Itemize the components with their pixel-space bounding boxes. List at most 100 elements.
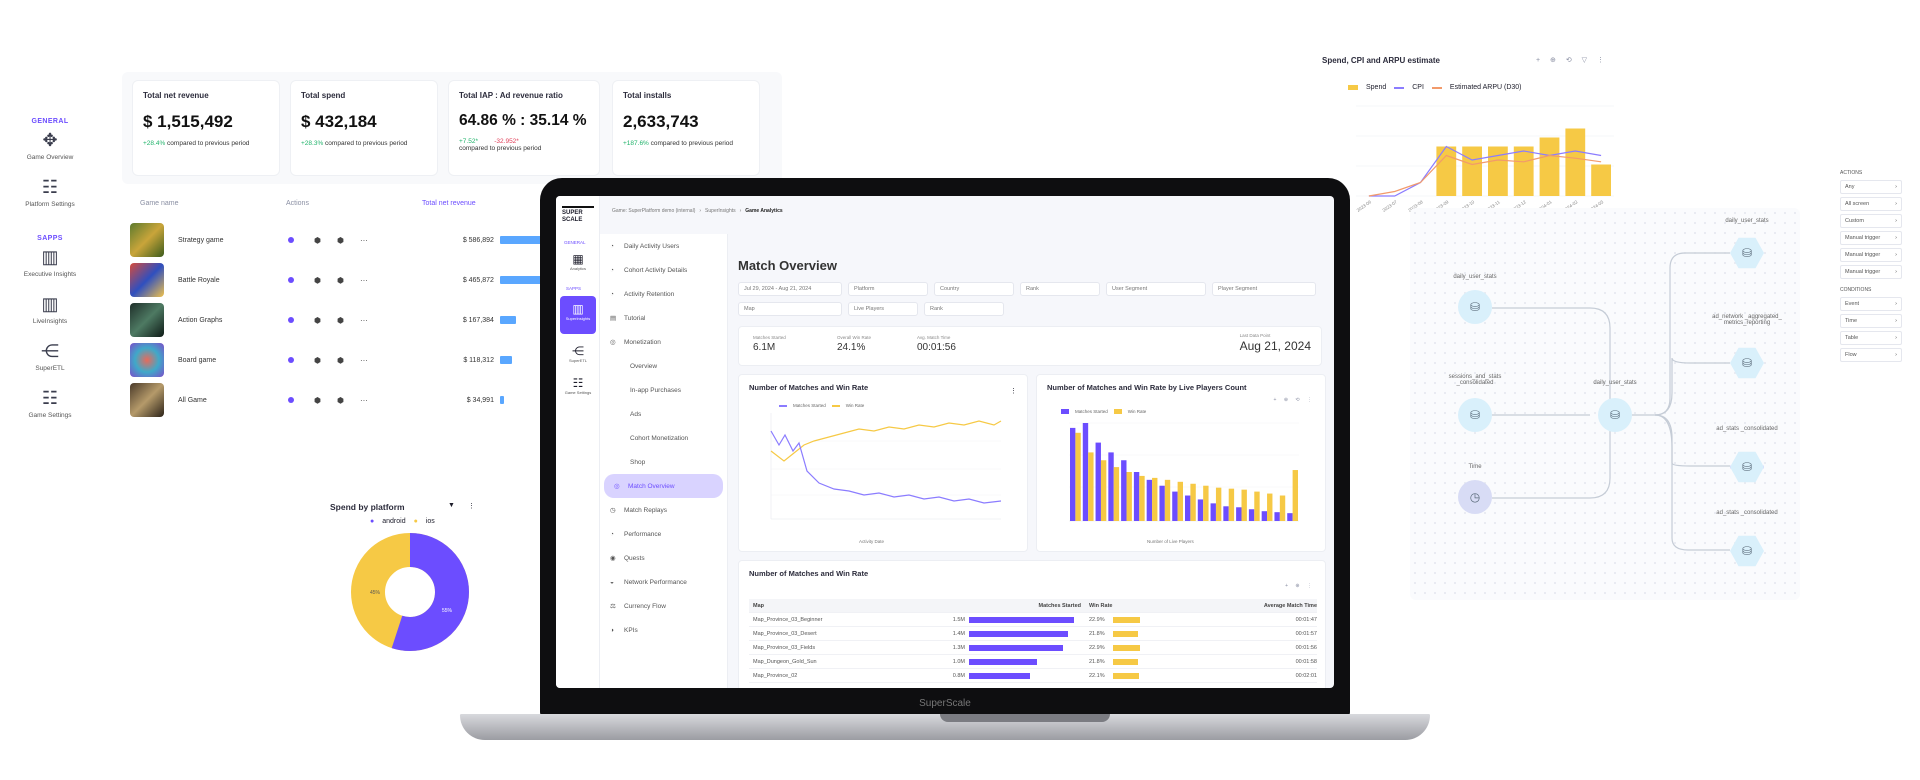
filter-rank[interactable]: Rank <box>1020 282 1100 296</box>
bar-matches <box>1185 495 1191 521</box>
subnav-item[interactable]: Cohort Monetization <box>600 426 727 450</box>
rail-item-superinsights[interactable]: ▥ SuperInsights <box>560 296 596 334</box>
more-icon[interactable]: ··· <box>359 235 368 245</box>
android-icon[interactable]: ⬢ <box>314 275 321 285</box>
flow-node-daily-user-stats[interactable]: ⛁ <box>1458 290 1492 324</box>
chart-toolbar[interactable]: + ⊕ ⟲ ⋮ <box>1273 397 1315 403</box>
condition-item[interactable]: Event › <box>1840 297 1902 311</box>
subnav-item[interactable]: ◑ KPIs <box>600 618 727 642</box>
action-item[interactable]: Manual trigger › <box>1840 248 1902 262</box>
table-row[interactable]: Board game ⬢ ⬢ ··· $ 118,312 <box>130 340 740 380</box>
apple-icon[interactable]: ⬢ <box>336 275 344 285</box>
sidebar-item-game-settings[interactable]: ☷ Game Settings <box>20 387 80 420</box>
action-item[interactable]: All screen › <box>1840 197 1902 211</box>
subnav-item[interactable]: Shop <box>600 450 727 474</box>
more-icon[interactable]: ··· <box>359 275 368 285</box>
flow-node-sessions-stats[interactable]: ⛁ <box>1458 398 1492 432</box>
subnav-item[interactable]: ◔ Cohort Activity Details <box>600 258 727 282</box>
filter-user-segment[interactable]: User Segment <box>1106 282 1206 296</box>
more-icon[interactable]: ··· <box>359 355 368 365</box>
filter-live-players[interactable]: Live Players <box>848 302 918 316</box>
apple-icon[interactable]: ⬢ <box>336 395 344 405</box>
subnav-item[interactable]: ◔ Performance <box>600 522 727 546</box>
filter-date-range[interactable]: Jul 29, 2024 - Aug 21, 2024 <box>738 282 842 296</box>
subnav-item[interactable]: ◔ Activity Retention <box>600 282 727 306</box>
flow-edges <box>1492 252 1730 551</box>
table-row[interactable]: Strategy game ⬢ ⬢ ··· $ 586,892 <box>130 220 740 260</box>
more-icon[interactable]: ··· <box>359 315 368 325</box>
subnav-item[interactable]: In-app Purchases <box>600 378 727 402</box>
sidebar-item-liveinsights[interactable]: ▥ LiveInsights <box>20 293 80 326</box>
subnav-item[interactable]: ◷ Match Replays <box>600 498 727 522</box>
matches-value: 1.3M <box>952 644 965 651</box>
action-item[interactable]: Any › <box>1840 180 1902 194</box>
condition-item[interactable]: Table › <box>1840 331 1902 345</box>
sidebar-item-executive-insights[interactable]: ▥ Executive Insights <box>20 246 80 279</box>
rail-item-analytics[interactable]: ▦ Analytics <box>564 252 592 271</box>
table-row[interactable]: Map_Province_03_Fields 1.3M 22.9% 00:01:56 <box>749 641 1317 655</box>
apple-icon[interactable]: ⬢ <box>336 315 344 325</box>
action-item[interactable]: Manual trigger › <box>1840 231 1902 245</box>
apple-icon[interactable]: ⬢ <box>336 355 344 365</box>
table-row[interactable]: Map_Province_03_Desert 1.4M 21.8% 00:01:57 <box>749 627 1317 641</box>
table-row[interactable]: All Game ⬢ ⬢ ··· $ 34,991 <box>130 380 740 420</box>
condition-item[interactable]: Flow › <box>1840 348 1902 362</box>
matches-bar <box>969 644 1089 651</box>
flow-node-time[interactable]: ◷ <box>1458 480 1492 514</box>
table-header-net-revenue[interactable]: Total net revenue <box>422 200 476 207</box>
filter-map[interactable]: Map <box>738 302 842 316</box>
filter-rank-2[interactable]: Rank <box>924 302 1004 316</box>
line-chart <box>770 413 1002 520</box>
bar-matches <box>1197 499 1204 521</box>
table-row[interactable]: Map_Province_02 0.8M 22.1% 00:02:01 <box>749 669 1317 683</box>
subnav-item[interactable]: Overview <box>600 354 727 378</box>
subnav-item[interactable]: ◒ Network Performance <box>600 570 727 594</box>
subnav-item[interactable]: ◉ Quests <box>600 546 727 570</box>
x-tick-label: 2023-06 <box>1356 199 1373 213</box>
action-item[interactable]: Manual trigger › <box>1840 265 1902 279</box>
chart-title: Number of Matches and Win Rate <box>749 383 869 392</box>
flow-node-daily-user-stats-merge[interactable]: ⛁ <box>1598 398 1632 432</box>
subnav-item[interactable]: ◎ Monetization <box>600 330 727 354</box>
table-header-game-name[interactable]: Game name <box>140 200 179 207</box>
subnav-item[interactable]: ▤ Tutorial <box>600 306 727 330</box>
win-value: 22.1% <box>1089 672 1105 679</box>
action-item[interactable]: Custom › <box>1840 214 1902 228</box>
table-row[interactable]: Action Graphs ⬢ ⬢ ··· $ 167,384 <box>130 300 740 340</box>
spend-chart-toolbar[interactable]: + ⊕ ⟲ ▽ ⋮ <box>1536 57 1608 64</box>
filter-player-segment[interactable]: Player Segment <box>1212 282 1316 296</box>
subnav-item[interactable]: ⚖ Currency Flow <box>600 594 727 618</box>
sidebar-item-platform-settings[interactable]: ☷ Platform Settings <box>20 176 80 209</box>
rail-item-game-settings[interactable]: ☷ Game Settings <box>564 376 592 395</box>
rail-item-superetl[interactable]: ⋲ SuperETL <box>564 344 592 363</box>
apple-icon[interactable]: ⬢ <box>336 235 344 245</box>
condition-item[interactable]: Time › <box>1840 314 1902 328</box>
more-icon[interactable]: ⋮ <box>468 503 475 510</box>
filter-country[interactable]: Country <box>934 282 1014 296</box>
table-row[interactable]: Map_Province_03_Beginner 1.5M 22.9% 00:01:4… <box>749 613 1317 627</box>
breadcrumb-item[interactable]: Game: SuperPlatform demo (internal) <box>612 208 696 214</box>
filter-icon[interactable]: ▼ <box>448 502 455 509</box>
android-icon[interactable]: ⬢ <box>314 355 321 365</box>
android-icon[interactable]: ⬢ <box>314 315 321 325</box>
database-icon: ⛁ <box>1741 544 1753 558</box>
table-toolbar[interactable]: + ⊕ ⋮ <box>1285 583 1315 589</box>
more-icon[interactable]: ··· <box>359 395 368 405</box>
table-row[interactable]: Battle Royale ⬢ ⬢ ··· $ 465,872 <box>130 260 740 300</box>
app-logo[interactable]: SUPER SCALE <box>562 206 594 224</box>
laptop-notch <box>940 714 1110 722</box>
matches-table: Number of Matches and Win Rate + ⊕ ⋮ Map… <box>738 560 1326 688</box>
subnav-item[interactable]: ◎ Match Overview <box>604 474 723 498</box>
series-arpu <box>1368 154 1602 197</box>
subnav-item[interactable]: ◔ Daily Activity Users <box>600 234 727 258</box>
table-row[interactable]: Map_Dungeon_Gold_Sun 1.0M 21.8% 00:01:58 <box>749 655 1317 669</box>
map-name: Map_Province_03_Desert <box>753 630 817 637</box>
subnav-item[interactable]: Ads <box>600 402 727 426</box>
sidebar-item-game-overview[interactable]: ✥ Game Overview <box>20 129 80 162</box>
sidebar-item-superetl[interactable]: ⋲ SuperETL <box>20 340 80 373</box>
more-icon[interactable]: ⋮ <box>1010 388 1017 395</box>
android-icon[interactable]: ⬢ <box>314 395 321 405</box>
filter-platform[interactable]: Platform <box>848 282 928 296</box>
android-icon[interactable]: ⬢ <box>314 235 321 245</box>
breadcrumb-item[interactable]: SuperInsights <box>705 208 736 214</box>
